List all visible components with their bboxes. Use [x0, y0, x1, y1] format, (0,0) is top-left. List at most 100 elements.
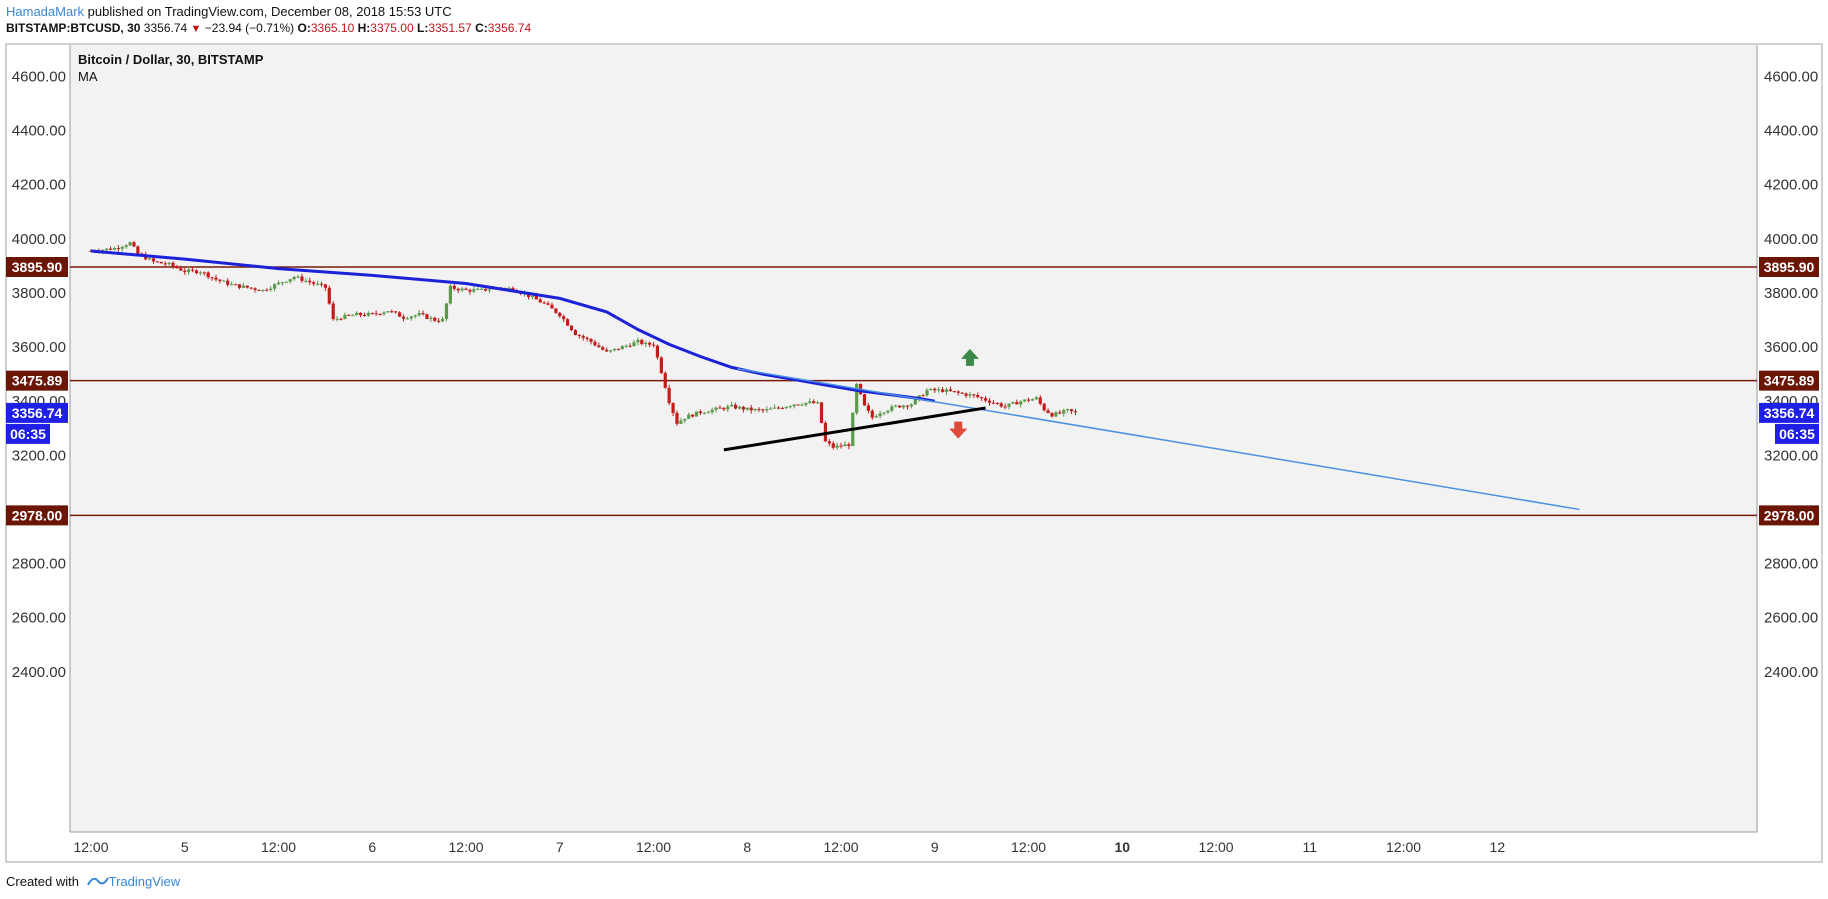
candle-up — [269, 288, 273, 291]
candle-up — [530, 295, 535, 297]
candle-down — [155, 261, 160, 263]
candle-up — [804, 402, 808, 405]
down-triangle-icon: ▼ — [190, 23, 202, 35]
candle-down — [1038, 397, 1042, 404]
symbol-ohlc-line: BITSTAMP:BTCUSD, 30 3356.74 ▼ −23.94 (−0… — [6, 21, 531, 37]
candle-down — [116, 248, 120, 250]
candle-up — [386, 311, 390, 313]
x-tick-label: 10 — [1115, 839, 1131, 855]
candle-up — [925, 390, 929, 396]
candle-down — [151, 258, 156, 262]
candle-down — [991, 402, 996, 404]
candle-down — [972, 394, 976, 396]
candle-up — [304, 280, 308, 282]
candle-down — [819, 402, 824, 423]
candle-down — [550, 304, 554, 309]
candle-up — [222, 280, 226, 282]
candle-down — [831, 443, 835, 448]
candle-down — [983, 398, 988, 401]
candle-down — [245, 285, 249, 288]
candle-up — [1011, 402, 1015, 404]
candle-down — [558, 312, 562, 317]
footer: Created with TradingView — [6, 874, 180, 890]
y-tick-left: 4600.00 — [12, 68, 66, 85]
x-tick-label: 12:00 — [261, 839, 296, 855]
candle-down — [976, 395, 980, 398]
candle-up — [105, 248, 109, 250]
candle-up — [624, 345, 628, 347]
candle-down — [780, 408, 785, 410]
price-tag-left-text: 3356.74 — [12, 405, 63, 421]
candle-down — [663, 372, 667, 388]
candle-up — [737, 406, 742, 409]
indicator-label[interactable]: MA — [78, 69, 98, 84]
candle-up — [292, 276, 296, 280]
candle-down — [218, 279, 222, 281]
y-tick-right: 4600.00 — [1764, 68, 1818, 85]
publish-info: HamadaMark published on TradingView.com,… — [6, 4, 452, 19]
x-tick-label: 8 — [743, 839, 751, 855]
symbol-label: BITSTAMP:BTCUSD, 30 — [6, 21, 141, 35]
moving-average — [90, 249, 936, 403]
candle-up — [343, 314, 347, 320]
candle-down — [866, 405, 870, 411]
horizontal-levels[interactable] — [70, 266, 1757, 517]
candle-up — [769, 408, 773, 410]
candle-down — [995, 402, 999, 404]
candle-down — [905, 405, 910, 407]
candle-down — [433, 317, 437, 321]
chart-title: Bitcoin / Dollar, 30, BITSTAMP — [78, 52, 264, 67]
candle-down — [1003, 406, 1007, 408]
candle-down — [933, 388, 937, 391]
candle-down — [339, 318, 343, 320]
publish-text: published on TradingView.com, December 0… — [87, 4, 452, 19]
candle-down — [577, 335, 581, 337]
candle-up — [706, 412, 710, 414]
candle-down — [581, 335, 585, 338]
y-tick-right: 3200.00 — [1764, 447, 1818, 464]
candle-down — [421, 313, 425, 315]
candle-up — [890, 406, 894, 411]
candle-up — [683, 418, 687, 421]
candle-down — [159, 261, 163, 264]
y-tick-left: 4000.00 — [12, 231, 66, 248]
candle-down — [569, 325, 574, 331]
candle-down — [839, 445, 843, 447]
candle-down — [257, 289, 261, 291]
candle-down — [226, 280, 230, 285]
candle-up — [124, 245, 128, 248]
candle-up — [800, 404, 804, 406]
candle-up — [765, 409, 769, 411]
trendlines[interactable] — [723, 367, 1580, 511]
candle-down — [761, 409, 765, 411]
candle-up — [444, 303, 449, 319]
candle-down — [1073, 411, 1078, 413]
candle-down — [538, 299, 542, 303]
candle-down — [233, 284, 238, 286]
candle-up — [773, 407, 777, 409]
candle-up — [429, 317, 433, 319]
candle-down — [921, 395, 925, 397]
candle-down — [565, 319, 570, 326]
candle-up — [1066, 409, 1070, 411]
created-with-text: Created with — [6, 874, 79, 889]
candle-up — [816, 402, 820, 404]
tradingview-logo[interactable]: TradingView — [86, 874, 180, 889]
y-tick-right: 4000.00 — [1764, 231, 1818, 248]
ascending-support-line[interactable] — [723, 406, 986, 452]
author-link[interactable]: HamadaMark — [6, 4, 85, 19]
candle-up — [636, 339, 640, 343]
candle-up — [726, 406, 730, 410]
candle-up — [968, 394, 972, 396]
x-tick-label: 9 — [931, 839, 939, 855]
candle-up — [1023, 399, 1027, 402]
candle-down — [987, 400, 992, 403]
descending-resistance-line[interactable] — [737, 367, 1580, 511]
candle-down — [253, 288, 257, 290]
level-tag-left — [6, 505, 68, 526]
candle-up — [1054, 412, 1058, 417]
plot-area[interactable] — [70, 45, 1757, 832]
candle-up — [409, 316, 413, 319]
candle-down — [1058, 412, 1062, 414]
